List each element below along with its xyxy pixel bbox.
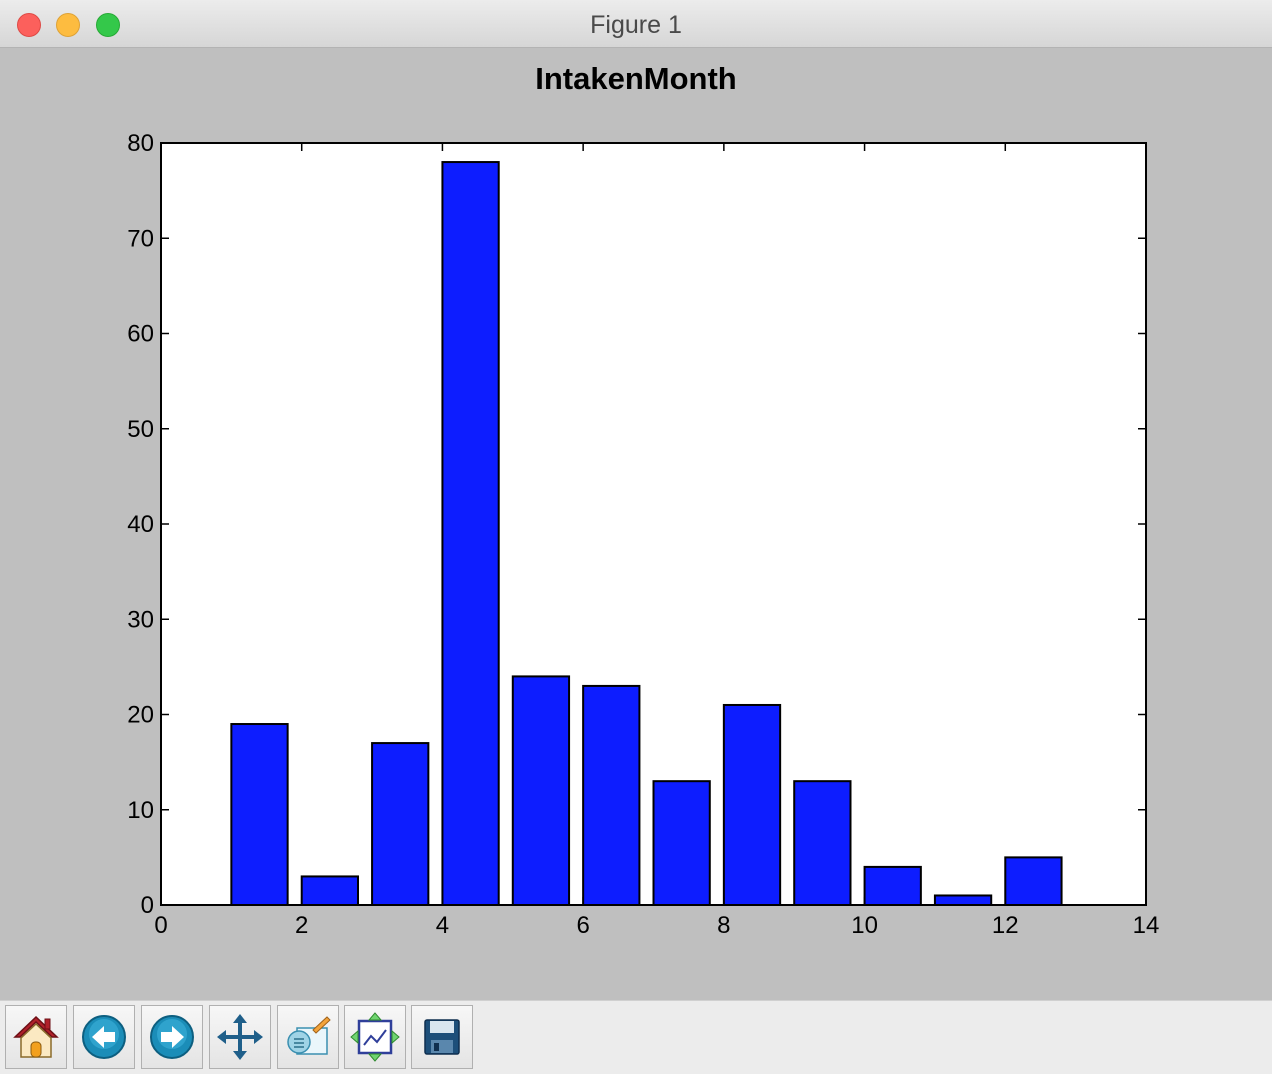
y-tick-label: 10 — [127, 797, 154, 824]
y-tick-label: 30 — [127, 606, 154, 633]
y-tick-label: 40 — [127, 511, 154, 538]
home-icon — [13, 1015, 59, 1058]
x-tick-label: 0 — [154, 912, 167, 939]
close-window-button[interactable] — [17, 13, 41, 37]
x-tick-label: 10 — [851, 912, 878, 939]
bar — [371, 742, 430, 907]
bar-chart: 0 10 20 30 40 50 60 70 80 0 2 4 6 8 10 12 14 — [127, 130, 1160, 939]
x-tick-label: 14 — [1133, 912, 1160, 939]
x-tick-label: 8 — [717, 912, 730, 939]
x-tick-label: 12 — [992, 912, 1019, 939]
plot-area — [161, 143, 1146, 905]
window-title: Figure 1 — [590, 11, 682, 39]
x-tick-label: 2 — [295, 912, 308, 939]
bar — [230, 723, 289, 907]
configure-subplots-icon — [350, 1012, 400, 1062]
floppy-disk-icon — [424, 1019, 460, 1055]
subplots-button[interactable] — [344, 1005, 406, 1069]
bar — [582, 684, 641, 906]
y-tick-label: 80 — [127, 130, 154, 157]
zoom-to-rect-icon — [287, 1016, 331, 1055]
y-tick-label: 50 — [127, 416, 154, 443]
y-tick-label: 70 — [127, 225, 154, 252]
chart-title: IntakenMonth — [535, 61, 737, 96]
pan-button[interactable] — [209, 1005, 271, 1069]
figure-canvas: IntakenMonth 0 10 20 30 40 50 60 70 80 0 2 4 6 8 10 12 1… — [0, 48, 1272, 1000]
navigation-toolbar — [0, 1000, 1272, 1074]
forward-button[interactable] — [141, 1005, 203, 1069]
y-tick-label: 60 — [127, 321, 154, 348]
bar — [863, 865, 922, 907]
bar — [441, 161, 500, 907]
back-arrow-icon — [82, 1015, 126, 1059]
zoom-window-button[interactable] — [96, 13, 120, 37]
bar — [722, 703, 782, 906]
pan-arrows-icon — [217, 1014, 263, 1060]
bar — [933, 894, 993, 906]
home-button[interactable] — [5, 1005, 67, 1069]
bar — [793, 780, 852, 906]
minimize-window-button[interactable] — [56, 13, 80, 37]
window-titlebar: Figure 1 — [0, 0, 1272, 48]
save-button[interactable] — [411, 1005, 473, 1069]
bar — [511, 675, 571, 907]
bar — [1004, 856, 1063, 906]
y-tick-label: 20 — [127, 702, 154, 729]
y-tick-label: 0 — [141, 892, 154, 919]
bar — [300, 875, 360, 906]
back-button[interactable] — [73, 1005, 135, 1069]
x-tick-label: 6 — [576, 912, 589, 939]
zoom-rect-button[interactable] — [277, 1005, 339, 1069]
forward-arrow-icon — [150, 1015, 194, 1059]
bar — [652, 780, 711, 906]
x-tick-label: 4 — [436, 912, 449, 939]
